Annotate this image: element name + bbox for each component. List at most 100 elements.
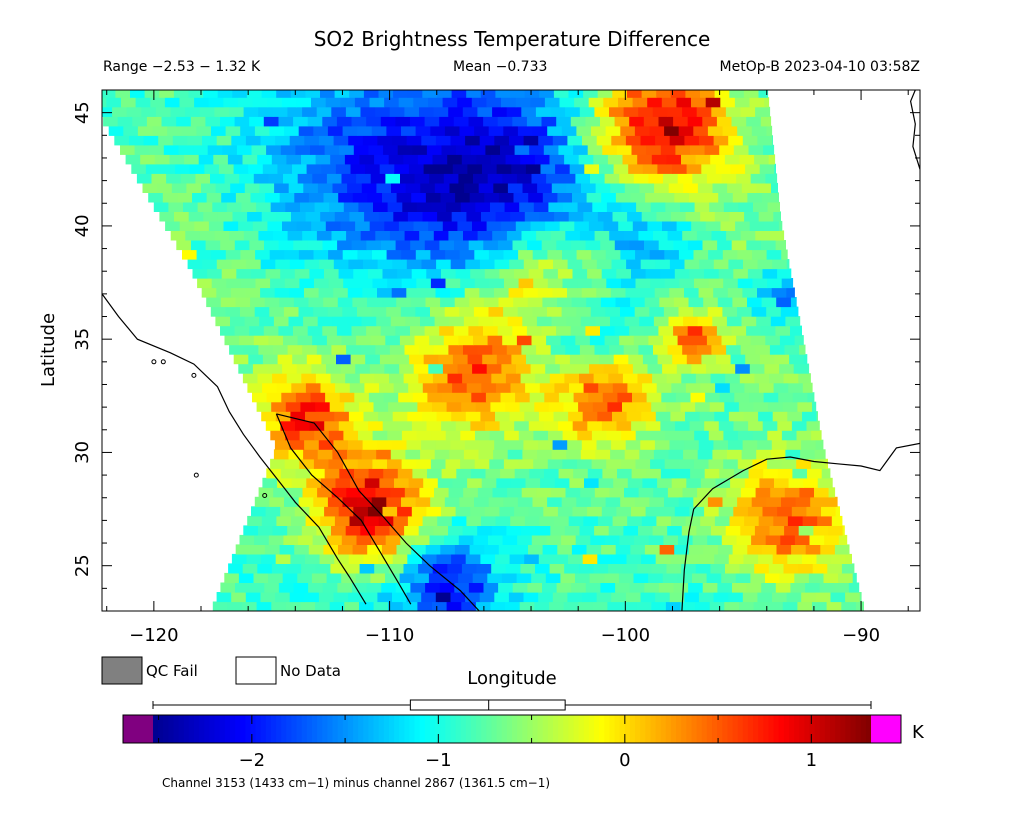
swath-pixel xyxy=(400,173,416,184)
swath-pixel xyxy=(594,525,610,536)
colorbar-segment xyxy=(414,715,421,743)
swath-pixel xyxy=(401,125,417,136)
swath-pixel xyxy=(676,220,692,231)
swath-pixel xyxy=(703,192,719,203)
swath-pixel xyxy=(516,363,532,374)
swath-pixel xyxy=(720,97,736,108)
colorbar-segment xyxy=(250,715,257,743)
swath-pixel xyxy=(81,78,96,88)
swath-pixel xyxy=(554,211,570,222)
swath-pixel xyxy=(449,182,465,193)
swath-pixel xyxy=(224,335,240,346)
swath-pixel xyxy=(305,553,321,564)
swath-pixel xyxy=(841,601,857,611)
swath-pixel xyxy=(279,544,295,555)
swath-pixel xyxy=(304,287,320,298)
swath-pixel xyxy=(682,487,698,498)
swath-pixel xyxy=(272,373,288,384)
swath-pixel xyxy=(650,278,666,289)
swath-pixel xyxy=(663,173,679,184)
swath-pixel xyxy=(250,192,266,203)
swath-pixel xyxy=(601,420,618,431)
swath-pixel xyxy=(800,449,816,460)
swath-pixel xyxy=(376,182,392,193)
swath-pixel xyxy=(441,506,457,517)
swath-pixel xyxy=(713,592,729,603)
colorbar-segment xyxy=(758,715,764,743)
swath-pixel xyxy=(622,401,638,412)
swath-pixel xyxy=(335,477,351,488)
swath-pixel xyxy=(239,173,255,184)
swath-pixel xyxy=(509,553,525,564)
swath-pixel xyxy=(271,601,287,611)
swath-pixel xyxy=(680,78,695,88)
swath-pixel xyxy=(707,534,723,545)
swath-pixel xyxy=(386,125,402,136)
swath-pixel xyxy=(440,297,456,308)
swath-pixel xyxy=(719,392,735,403)
colorbar-segment xyxy=(342,715,349,743)
swath-pixel xyxy=(653,230,669,241)
swath-pixel xyxy=(251,506,267,517)
swath-pixel xyxy=(572,420,588,431)
swath-pixel xyxy=(501,363,517,374)
swath-pixel xyxy=(711,525,727,536)
swath-pixel xyxy=(340,220,356,231)
swath-pixel xyxy=(639,316,655,327)
swath-pixel xyxy=(504,430,520,441)
swath-pixel xyxy=(473,534,489,545)
swath-pixel xyxy=(746,116,762,127)
swath-pixel xyxy=(316,344,332,355)
swath-pixel xyxy=(252,220,268,231)
swath-pixel xyxy=(357,306,373,317)
swath-pixel xyxy=(699,259,715,270)
swath-pixel xyxy=(442,392,458,403)
swath-pixel xyxy=(574,363,590,374)
swath-pixel xyxy=(709,78,724,88)
swath-pixel xyxy=(256,401,272,412)
swath-pixel xyxy=(577,201,593,212)
swath-pixel xyxy=(415,125,431,136)
colorbar-segment xyxy=(465,715,472,743)
swath-pixel xyxy=(569,477,585,488)
swath-pixel xyxy=(648,173,664,184)
swath-pixel xyxy=(363,553,379,564)
swath-pixel xyxy=(600,240,616,251)
swath-pixel xyxy=(187,259,203,270)
swath-pixel xyxy=(583,90,599,98)
swath-pixel xyxy=(619,335,635,346)
swath-pixel xyxy=(695,154,711,165)
swath-pixel xyxy=(317,182,334,193)
swath-pixel xyxy=(732,297,748,308)
swath-pixel xyxy=(206,297,222,308)
swath-pixel xyxy=(669,439,685,450)
swath-pixel xyxy=(747,506,764,517)
swath-pixel xyxy=(624,182,640,193)
swath-pixel xyxy=(439,582,455,593)
swath-pixel xyxy=(575,572,591,583)
swath-pixel xyxy=(396,544,412,555)
swath-pixel xyxy=(706,363,722,374)
swath-pixel xyxy=(316,525,332,536)
swath-pixel xyxy=(498,297,514,308)
swath-pixel xyxy=(767,458,783,469)
colorbar-segment xyxy=(424,715,431,743)
swath-pixel xyxy=(747,297,763,308)
swath-pixel xyxy=(332,316,348,327)
swath-pixel xyxy=(562,249,578,260)
swath-pixel xyxy=(558,392,575,403)
swath-pixel xyxy=(475,430,491,441)
swath-pixel xyxy=(329,601,345,611)
swath-pixel xyxy=(262,354,279,365)
swath-pixel xyxy=(751,496,767,507)
swath-pixel xyxy=(286,373,302,384)
swath-pixel xyxy=(671,477,687,488)
colorbar-segment xyxy=(814,715,821,743)
swath-pixel xyxy=(393,515,409,526)
swath-pixel xyxy=(176,116,192,127)
swath-pixel xyxy=(305,382,322,393)
swath-pixel xyxy=(188,90,204,98)
swath-pixel xyxy=(670,553,686,564)
swath-pixel xyxy=(284,496,300,507)
swath-pixel xyxy=(791,420,808,431)
